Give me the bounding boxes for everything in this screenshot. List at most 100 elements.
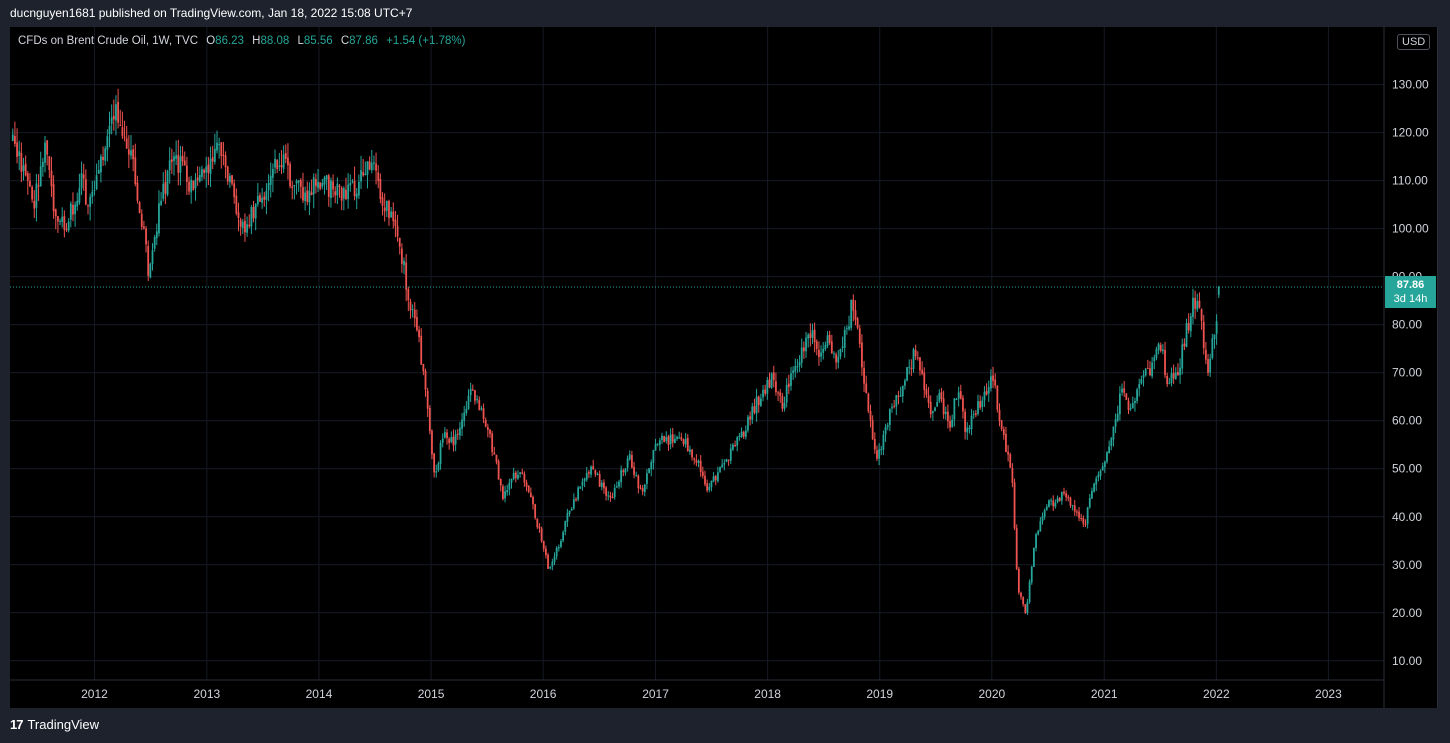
candle-body bbox=[923, 372, 926, 390]
candle-body bbox=[22, 165, 25, 171]
candle-body bbox=[72, 204, 74, 215]
candle-body bbox=[11, 134, 14, 141]
candle-body bbox=[908, 366, 911, 368]
candle-body bbox=[869, 410, 872, 421]
candle-body bbox=[1196, 300, 1199, 310]
candle-body bbox=[93, 189, 96, 191]
candle-body bbox=[140, 213, 143, 227]
candle-body bbox=[577, 487, 580, 500]
candle-body bbox=[716, 472, 719, 482]
candle-body bbox=[454, 434, 457, 445]
symbol-name[interactable]: CFDs on Brent Crude Oil, 1W, TVC bbox=[18, 35, 199, 47]
candle-body bbox=[383, 207, 386, 212]
candle-body bbox=[274, 158, 276, 168]
candle-body bbox=[1043, 510, 1046, 517]
x-tick-label: 2021 bbox=[1091, 687, 1118, 701]
candle-body bbox=[974, 413, 977, 415]
candle-body bbox=[155, 231, 158, 239]
candle-body bbox=[618, 481, 620, 487]
candle-body bbox=[983, 391, 986, 401]
candle-body bbox=[1065, 493, 1068, 498]
candle-body bbox=[615, 486, 618, 488]
x-tick-label: 2023 bbox=[1315, 687, 1342, 701]
candle-body bbox=[792, 370, 795, 373]
candle-body bbox=[592, 466, 595, 470]
candle-body bbox=[91, 191, 94, 198]
y-tick-label: 60.00 bbox=[1392, 414, 1422, 428]
candle-body bbox=[162, 183, 165, 199]
candle-body bbox=[1080, 518, 1083, 520]
y-tick-label: 20.00 bbox=[1392, 606, 1422, 620]
candle-body bbox=[396, 226, 399, 237]
candle-body bbox=[699, 460, 702, 473]
candle-body bbox=[532, 496, 534, 505]
candle-body bbox=[931, 411, 934, 414]
candle-body bbox=[1164, 349, 1166, 375]
currency-button[interactable]: USD bbox=[1397, 34, 1431, 50]
candle-body bbox=[802, 347, 805, 352]
candle-body bbox=[652, 450, 655, 463]
candle-body bbox=[173, 156, 175, 161]
candle-body bbox=[136, 182, 139, 201]
tradingview-logo[interactable]: 17 TradingView bbox=[10, 717, 99, 732]
candle-body bbox=[880, 449, 883, 451]
candle-body bbox=[353, 180, 356, 197]
candle-body bbox=[996, 385, 999, 410]
candle-body bbox=[673, 439, 676, 444]
candle-body bbox=[59, 220, 61, 222]
x-tick-label: 2020 bbox=[978, 687, 1005, 701]
candle-body bbox=[1123, 388, 1126, 393]
candle-body bbox=[538, 526, 541, 529]
candle-body bbox=[1170, 373, 1173, 383]
candle-body bbox=[977, 401, 979, 414]
candle-body bbox=[732, 444, 734, 450]
candle-body bbox=[835, 354, 838, 363]
candle-body bbox=[727, 459, 730, 461]
candle-body bbox=[134, 157, 137, 185]
published-text: ducnguyen1681 published on TradingView.c… bbox=[10, 6, 413, 20]
candle-body bbox=[489, 429, 491, 434]
candle-body bbox=[1088, 498, 1091, 508]
candle-body bbox=[620, 469, 623, 483]
candle-body bbox=[549, 567, 552, 569]
candle-body bbox=[1007, 451, 1010, 455]
candle-body bbox=[469, 388, 472, 396]
candle-body bbox=[979, 401, 982, 408]
candle-body bbox=[1136, 389, 1138, 401]
candle-body bbox=[1179, 367, 1181, 376]
candle-body bbox=[1015, 528, 1018, 569]
candle-body bbox=[506, 490, 509, 493]
candle-body bbox=[635, 475, 638, 477]
candle-body bbox=[502, 486, 504, 499]
candle-body bbox=[188, 181, 190, 192]
candle-body bbox=[424, 370, 427, 390]
candle-body bbox=[20, 152, 23, 172]
low-value: 85.56 bbox=[303, 35, 333, 47]
candle-body bbox=[938, 392, 941, 402]
candle-body bbox=[201, 169, 203, 178]
time-axis[interactable]: 2012 2013 2014 2015 2016 2017 2018 2019 2020 2021… bbox=[81, 687, 1342, 701]
candle-body bbox=[190, 179, 193, 193]
candle-body bbox=[218, 143, 221, 145]
chart-pane[interactable]: 10.00 20.00 30.00 40.00 50.00 60.00 70.00 80.00… bbox=[10, 27, 1438, 708]
candle-body bbox=[145, 228, 147, 245]
last-price-badge: 87.86 3d 14h bbox=[1385, 276, 1436, 308]
candle-body bbox=[805, 337, 807, 352]
candle-body bbox=[295, 181, 298, 184]
candle-body bbox=[665, 437, 668, 441]
candle-body bbox=[527, 485, 530, 492]
candle-body bbox=[147, 246, 150, 276]
candle-body bbox=[405, 262, 408, 290]
candle-body bbox=[863, 367, 865, 384]
price-axis[interactable]: 10.00 20.00 30.00 40.00 50.00 60.00 70.00 80.00… bbox=[1392, 78, 1429, 668]
candle-body bbox=[1121, 388, 1123, 393]
candle-body bbox=[80, 173, 83, 189]
candle-body bbox=[355, 193, 358, 198]
candle-body bbox=[1151, 362, 1154, 377]
candle-body bbox=[764, 389, 767, 394]
candle-body bbox=[44, 142, 46, 163]
candle-body bbox=[166, 170, 169, 195]
price-chart[interactable]: 10.00 20.00 30.00 40.00 50.00 60.00 70.00 80.00… bbox=[10, 27, 1437, 708]
candle-body bbox=[867, 393, 870, 412]
candle-body bbox=[495, 454, 498, 462]
